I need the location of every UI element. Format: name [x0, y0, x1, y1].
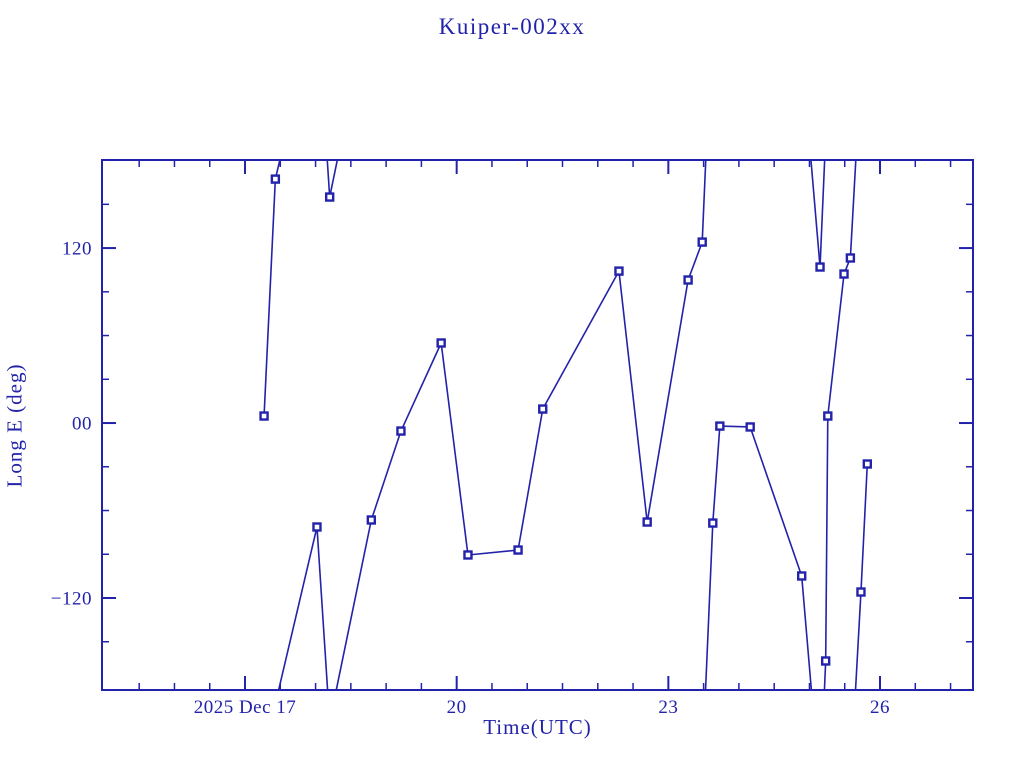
data-point-marker — [683, 275, 693, 285]
data-point-marker — [270, 174, 281, 184]
data-point-marker — [366, 515, 377, 525]
data-line-segment — [687, 241, 703, 281]
data-point-marker — [436, 338, 446, 348]
data-line-segment — [440, 342, 469, 556]
data-point-marker — [538, 404, 548, 414]
data-layer — [259, 160, 873, 690]
x-axis-title: Time(UTC) — [483, 715, 592, 739]
data-line-segment — [370, 430, 402, 521]
data-line-segment — [827, 273, 845, 417]
data-line-segment — [618, 271, 648, 523]
data-point-marker — [745, 422, 755, 432]
y-tick-label: −120 — [51, 589, 92, 610]
data-point-marker — [823, 411, 833, 421]
data-line-segment — [749, 426, 803, 577]
data-point-marker — [513, 545, 523, 555]
data-point-marker — [796, 571, 807, 581]
x-tick-label: 2025 Dec 17 — [194, 697, 297, 718]
data-line-segment — [646, 279, 689, 523]
data-point-marker — [708, 518, 718, 528]
data-line-segment — [854, 591, 862, 690]
data-line-segment — [849, 160, 857, 259]
data-point-marker — [697, 237, 707, 247]
data-line-segment — [316, 526, 329, 690]
data-line-segment — [810, 160, 821, 268]
data-point-marker — [845, 253, 856, 263]
data-line-segment — [517, 408, 544, 551]
data-line-segment — [701, 160, 707, 243]
data-line-segment — [467, 549, 519, 556]
data-point-marker — [839, 269, 849, 279]
data-line-segment — [328, 160, 339, 198]
data-line-segment — [823, 660, 827, 690]
data-line-segment — [542, 270, 620, 410]
data-line-segment — [819, 160, 826, 268]
data-line-segment — [277, 526, 318, 690]
data-line-segment — [400, 342, 442, 432]
plot-frame — [101, 159, 974, 691]
data-line-segment — [824, 416, 829, 661]
x-tick-label: 23 — [658, 697, 678, 718]
data-point-marker — [642, 517, 652, 527]
data-point-marker — [312, 522, 322, 532]
y-tick-label: 120 — [62, 239, 92, 260]
data-line-segment — [335, 519, 373, 690]
data-line-segment — [711, 426, 721, 524]
data-point-marker — [259, 411, 269, 421]
data-line-segment — [719, 425, 751, 428]
data-point-marker — [463, 550, 473, 560]
data-point-marker — [820, 656, 831, 666]
x-tick-label: 26 — [870, 697, 890, 718]
data-point-marker — [614, 266, 624, 276]
data-line-segment — [263, 179, 277, 417]
data-line-segment — [326, 160, 331, 198]
x-tick-label: 20 — [447, 697, 467, 718]
data-line-segment — [800, 575, 813, 690]
data-point-marker — [324, 192, 335, 202]
data-point-marker — [815, 262, 825, 272]
data-point-marker — [862, 459, 873, 469]
y-tick-label: 00 — [72, 414, 92, 435]
chart-title: Kuiper-002xx — [438, 14, 586, 39]
data-point-marker — [856, 587, 866, 597]
data-line-segment — [274, 160, 281, 180]
data-point-marker — [715, 421, 725, 431]
data-line-segment — [704, 523, 714, 690]
data-point-marker — [396, 426, 406, 436]
data-line-segment — [860, 463, 869, 593]
